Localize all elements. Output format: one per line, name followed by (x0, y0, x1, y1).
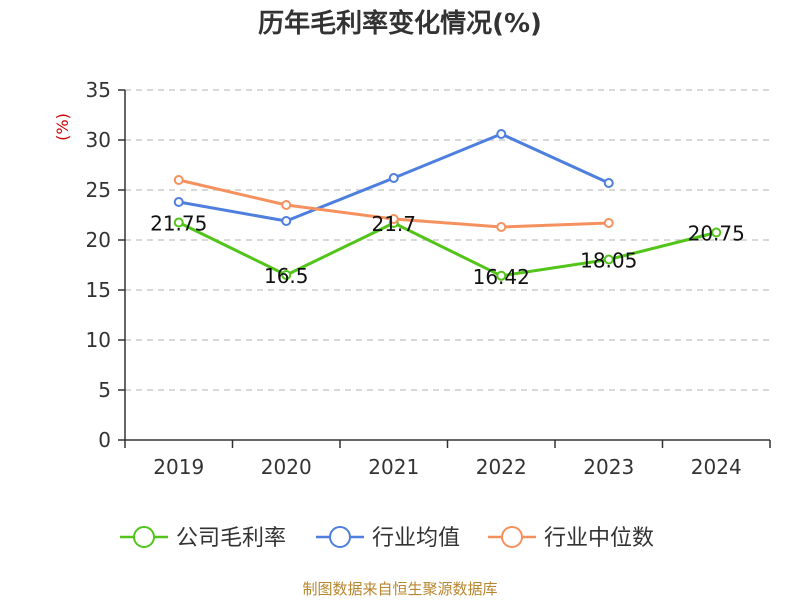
y-tick-label: 35 (86, 78, 111, 102)
legend-item-0[interactable]: 公司毛利率 (120, 526, 286, 551)
data-point[interactable] (281, 216, 292, 226)
data-point[interactable] (173, 217, 184, 228)
data-label: 20.75 (688, 222, 745, 246)
legend-marker (329, 526, 351, 548)
data-point[interactable] (603, 218, 614, 228)
data-point[interactable] (496, 129, 507, 139)
data-point[interactable] (388, 173, 399, 183)
data-labels: 21.75 16.5 21.7 16.42 18.05 20.75 (150, 212, 745, 289)
data-point[interactable] (173, 197, 184, 207)
legend-label: 行业均值 (372, 526, 460, 551)
data-label: 21.7 (371, 212, 416, 236)
data-point[interactable] (173, 175, 184, 185)
data-label: 16.42 (473, 265, 530, 289)
x-tick-label: 2019 (153, 455, 204, 479)
y-tick-label: 25 (86, 178, 111, 202)
y-tick-label: 30 (86, 128, 111, 152)
data-point[interactable] (496, 270, 507, 281)
data-label: 21.75 (150, 212, 207, 236)
legend[interactable]: 公司毛利率 行业均值 行业中位数 (120, 526, 654, 551)
legend-label: 公司毛利率 (176, 526, 286, 551)
grid-lines (125, 89, 770, 391)
chart-title: 历年毛利率变化情况(%) (258, 8, 542, 39)
y-tick-label: 15 (86, 278, 111, 302)
legend-item-1[interactable]: 行业均值 (316, 526, 460, 551)
data-point[interactable] (603, 178, 614, 188)
x-tick-label: 2020 (261, 455, 312, 479)
y-tick-label: 5 (98, 378, 111, 402)
x-tick-label: 2023 (583, 455, 634, 479)
data-point[interactable] (496, 222, 507, 232)
y-axis-unit: (%) (53, 113, 72, 141)
x-tick-label: 2024 (691, 455, 742, 479)
series-lines (173, 129, 722, 281)
legend-marker (133, 526, 155, 548)
legend-label: 行业中位数 (544, 526, 654, 551)
series-line-0 (178, 221, 717, 278)
source-footer: 制图数据来自恒生聚源数据库 (302, 580, 497, 598)
legend-marker (501, 526, 523, 548)
x-tick-label: 2021 (368, 455, 419, 479)
data-label: 16.5 (264, 264, 309, 288)
data-point[interactable] (603, 254, 614, 265)
data-label: 18.05 (580, 249, 637, 273)
y-tick-label: 10 (86, 328, 111, 352)
legend-item-2[interactable]: 行业中位数 (488, 526, 654, 551)
data-point[interactable] (388, 214, 399, 224)
x-tick-label: 2022 (476, 455, 527, 479)
y-tick-label: 0 (98, 428, 111, 452)
axes: 0 5 10 15 20 25 30 35 2019 2020 2021 2022 2023 2024 (86, 78, 771, 479)
y-tick-label: 20 (86, 228, 111, 252)
data-point[interactable] (711, 227, 722, 238)
data-point[interactable] (281, 270, 292, 280)
data-point[interactable] (281, 200, 292, 210)
